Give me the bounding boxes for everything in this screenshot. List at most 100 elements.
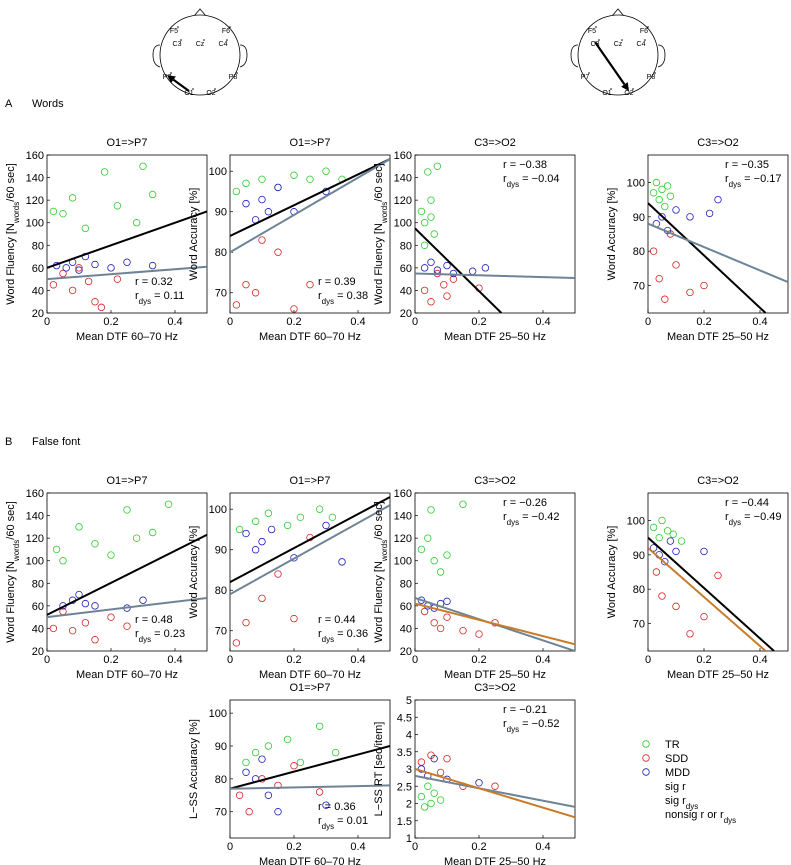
legend-label: nonsig r or rdys bbox=[665, 809, 736, 825]
point bbox=[97, 303, 106, 312]
correlation-label: r = −0.35 bbox=[725, 159, 769, 171]
correlation-label-part: = −0.49 bbox=[741, 511, 781, 523]
y-tick-label: 80 bbox=[32, 578, 44, 590]
electrode-label: P7 bbox=[163, 74, 172, 81]
point bbox=[139, 162, 147, 170]
y-tick-label: 60 bbox=[32, 601, 44, 613]
point bbox=[123, 506, 131, 514]
x-tick-label: 0 bbox=[227, 841, 233, 853]
point bbox=[132, 534, 141, 542]
x-tick-label: 0.2 bbox=[696, 316, 711, 328]
electrode-label: O1 bbox=[602, 90, 611, 97]
legend-label: MDD bbox=[665, 767, 690, 779]
point bbox=[427, 799, 435, 808]
point bbox=[443, 551, 451, 559]
x-axis-label: Mean DTF 25–50 Hz bbox=[667, 669, 769, 681]
correlation-label-part: r = −0.38 bbox=[503, 159, 547, 171]
x-tick-label: 0.4 bbox=[535, 316, 550, 328]
y-tick-label: 40 bbox=[400, 623, 412, 635]
y-tick-label: 70 bbox=[633, 619, 645, 631]
point bbox=[113, 275, 122, 283]
point bbox=[427, 213, 435, 221]
y-tick-label: 120 bbox=[394, 533, 412, 545]
point bbox=[91, 298, 99, 306]
electrode bbox=[654, 72, 656, 74]
point bbox=[49, 624, 58, 633]
correlation-label: r = 0.48 bbox=[135, 614, 173, 626]
point bbox=[655, 274, 663, 283]
y-axis-label: L−SS RT [sec/item] bbox=[373, 722, 385, 817]
point bbox=[164, 500, 173, 508]
point bbox=[68, 626, 77, 635]
x-tick-label: 0 bbox=[227, 654, 233, 666]
y-tick-label: 120 bbox=[26, 195, 44, 207]
point bbox=[251, 748, 260, 757]
point bbox=[661, 295, 669, 303]
ear bbox=[570, 44, 579, 68]
y-axis-label-part: /60 sec] bbox=[5, 501, 17, 540]
fit-line bbox=[648, 222, 788, 284]
point bbox=[424, 168, 432, 176]
electrode-label: O2 bbox=[624, 90, 633, 97]
y-axis-label-part: L−SS Accuaracy [%] bbox=[188, 719, 200, 819]
point bbox=[258, 195, 266, 204]
electrode bbox=[588, 72, 590, 74]
point bbox=[264, 742, 273, 750]
point bbox=[420, 241, 429, 249]
x-tick-label: 0 bbox=[645, 654, 651, 666]
y-axis-label-part: /60 sec] bbox=[373, 501, 385, 540]
panel-title: O1=>P7 bbox=[107, 475, 148, 487]
x-tick-label: 0.4 bbox=[350, 841, 365, 853]
correlation-label-part: r = −0.26 bbox=[503, 497, 547, 509]
point bbox=[107, 613, 115, 621]
y-axis-label-part: words bbox=[380, 540, 389, 562]
correlation-label-part: = 0.23 bbox=[151, 628, 185, 640]
point bbox=[245, 808, 253, 816]
y-tick-label: 100 bbox=[26, 218, 44, 230]
correlation-label-part: = −0.04 bbox=[519, 173, 559, 185]
legend-label: SDD bbox=[665, 753, 688, 765]
y-axis-label-part: Word Accuracy [%] bbox=[188, 526, 200, 619]
point bbox=[420, 607, 429, 616]
y-axis-label-part: /60 sec] bbox=[5, 163, 17, 202]
point bbox=[672, 602, 680, 611]
y-tick-label: 90 bbox=[633, 212, 645, 224]
point bbox=[274, 570, 282, 578]
point bbox=[132, 219, 141, 227]
correlation-label: r = 0.44 bbox=[318, 614, 356, 626]
fit-line bbox=[415, 774, 575, 808]
y-tick-label: 3 bbox=[406, 764, 412, 776]
legend-label: sig r bbox=[665, 781, 686, 793]
point bbox=[655, 195, 663, 204]
y-tick-label: 60 bbox=[400, 263, 412, 275]
x-axis-label: Mean DTF 60–70 Hz bbox=[259, 856, 361, 865]
y-tick-label: 160 bbox=[394, 150, 412, 162]
fit-line bbox=[47, 533, 207, 616]
x-axis-label: Mean DTF 60–70 Hz bbox=[259, 331, 361, 343]
point bbox=[672, 206, 680, 214]
point bbox=[475, 779, 483, 787]
section-letter: A bbox=[5, 98, 13, 110]
point bbox=[424, 534, 432, 542]
point bbox=[443, 754, 451, 763]
y-axis-label-part: Word Accuracy [%] bbox=[606, 188, 618, 281]
x-tick-label: 0 bbox=[645, 316, 651, 328]
legend-label-part: nonsig r or r bbox=[665, 809, 724, 821]
correlation-label-part: r bbox=[318, 815, 322, 827]
y-tick-label: 20 bbox=[400, 308, 412, 320]
point bbox=[443, 292, 451, 300]
point bbox=[436, 568, 445, 576]
panel-title: C3=>O2 bbox=[474, 682, 516, 694]
correlation-label-part: = −0.42 bbox=[519, 511, 559, 523]
point bbox=[491, 782, 499, 790]
point bbox=[258, 537, 266, 546]
point bbox=[649, 247, 658, 255]
y-tick-label: 80 bbox=[32, 240, 44, 252]
y-tick-label: 70 bbox=[215, 626, 227, 638]
fit-line bbox=[230, 158, 390, 237]
point bbox=[49, 281, 58, 289]
point bbox=[420, 286, 429, 295]
point bbox=[322, 801, 330, 809]
point bbox=[427, 298, 435, 306]
point bbox=[264, 509, 273, 517]
